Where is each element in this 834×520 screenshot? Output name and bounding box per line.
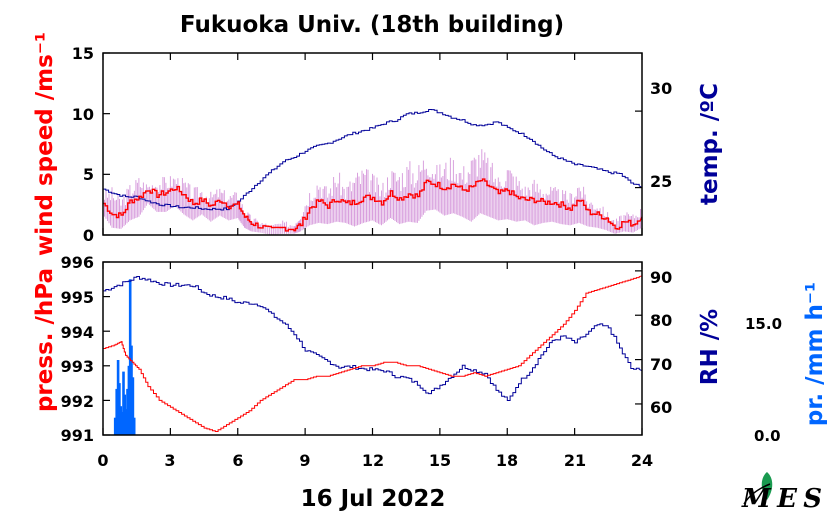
rh-axis-label: RH /%	[697, 309, 723, 385]
rh-ytick-label: 80	[650, 311, 672, 330]
leaf-logo-icon	[743, 472, 773, 505]
pressure-ytick-label: 991	[61, 426, 94, 445]
precip-axis-label: pr. /mm h⁻¹	[802, 282, 828, 426]
x-tick-labels: 0 3 6 9 12 15 18 21 24	[97, 451, 653, 470]
pressure-ytick-label: 994	[61, 323, 94, 342]
upper-panel: 0 5 10 15 25 30 wind speed /ms⁻¹ temp. /…	[32, 32, 723, 256]
institution-logo: MES	[741, 472, 822, 514]
precipitation-bar	[118, 383, 121, 435]
temperature-line	[103, 109, 643, 211]
lower-plot-frame	[102, 261, 643, 436]
lower-tick-marks	[102, 261, 643, 436]
precipitation-bar	[132, 417, 136, 435]
x-tick-label: 24	[631, 451, 653, 470]
wind-ytick-label: 15	[72, 44, 94, 63]
logo-text: MES	[741, 484, 822, 514]
temp-ytick-label: 25	[650, 172, 672, 191]
wind-ytick-label: 10	[72, 105, 94, 124]
pressure-ytick-label: 995	[61, 288, 94, 307]
precipitation-bar	[131, 377, 135, 435]
precipitation-bar	[113, 417, 117, 435]
rh-ytick-label: 70	[650, 355, 672, 374]
date-label: 16 Jul 2022	[301, 486, 446, 512]
upper-tick-marks	[102, 52, 643, 236]
wind-axis-label: wind speed /ms⁻¹	[32, 32, 58, 256]
pressure-ytick-label: 993	[61, 357, 94, 376]
wind-gust-series	[102, 149, 641, 235]
precip-scale-label: 0.0	[754, 427, 781, 445]
upper-plot-marks	[102, 109, 643, 235]
x-tick-label: 12	[362, 451, 384, 470]
x-tick-label: 21	[564, 451, 586, 470]
x-tick-label: 6	[232, 451, 243, 470]
wind-speed-line	[103, 178, 643, 232]
precipitation-bar	[123, 394, 127, 435]
temp-axis-label: temp. /ºC	[697, 83, 723, 205]
rh-ytick-label: 90	[650, 268, 672, 287]
rh-ytick-label: 60	[650, 398, 672, 417]
precipitation-bar	[130, 345, 133, 435]
pressure-line	[103, 275, 643, 432]
lower-panel: 991 992 993 994 995 996 60 70 80 90 0.0 …	[32, 253, 828, 445]
pressure-ytick-label: 996	[61, 253, 94, 272]
x-tick-label: 18	[496, 451, 518, 470]
x-tick-label: 9	[299, 451, 310, 470]
precipitation-bar	[120, 411, 124, 435]
x-tick-label: 3	[164, 451, 175, 470]
pressure-axis-label: press. /hPa	[32, 268, 58, 412]
precipitation-bar	[115, 388, 118, 435]
precipitation-bar	[126, 388, 129, 435]
x-tick-label: 15	[429, 451, 451, 470]
temp-ytick-label: 30	[650, 79, 672, 98]
humidity-line	[103, 276, 643, 401]
x-tick-label: 0	[97, 451, 108, 470]
chart-title: Fukuoka Univ. (18th building)	[180, 12, 564, 38]
wind-ytick-label: 0	[83, 226, 94, 245]
precip-scale-label: 15.0	[745, 315, 782, 333]
wind-ytick-label: 5	[83, 165, 94, 184]
lower-plot-marks	[103, 275, 643, 435]
pressure-ytick-label: 992	[61, 392, 94, 411]
